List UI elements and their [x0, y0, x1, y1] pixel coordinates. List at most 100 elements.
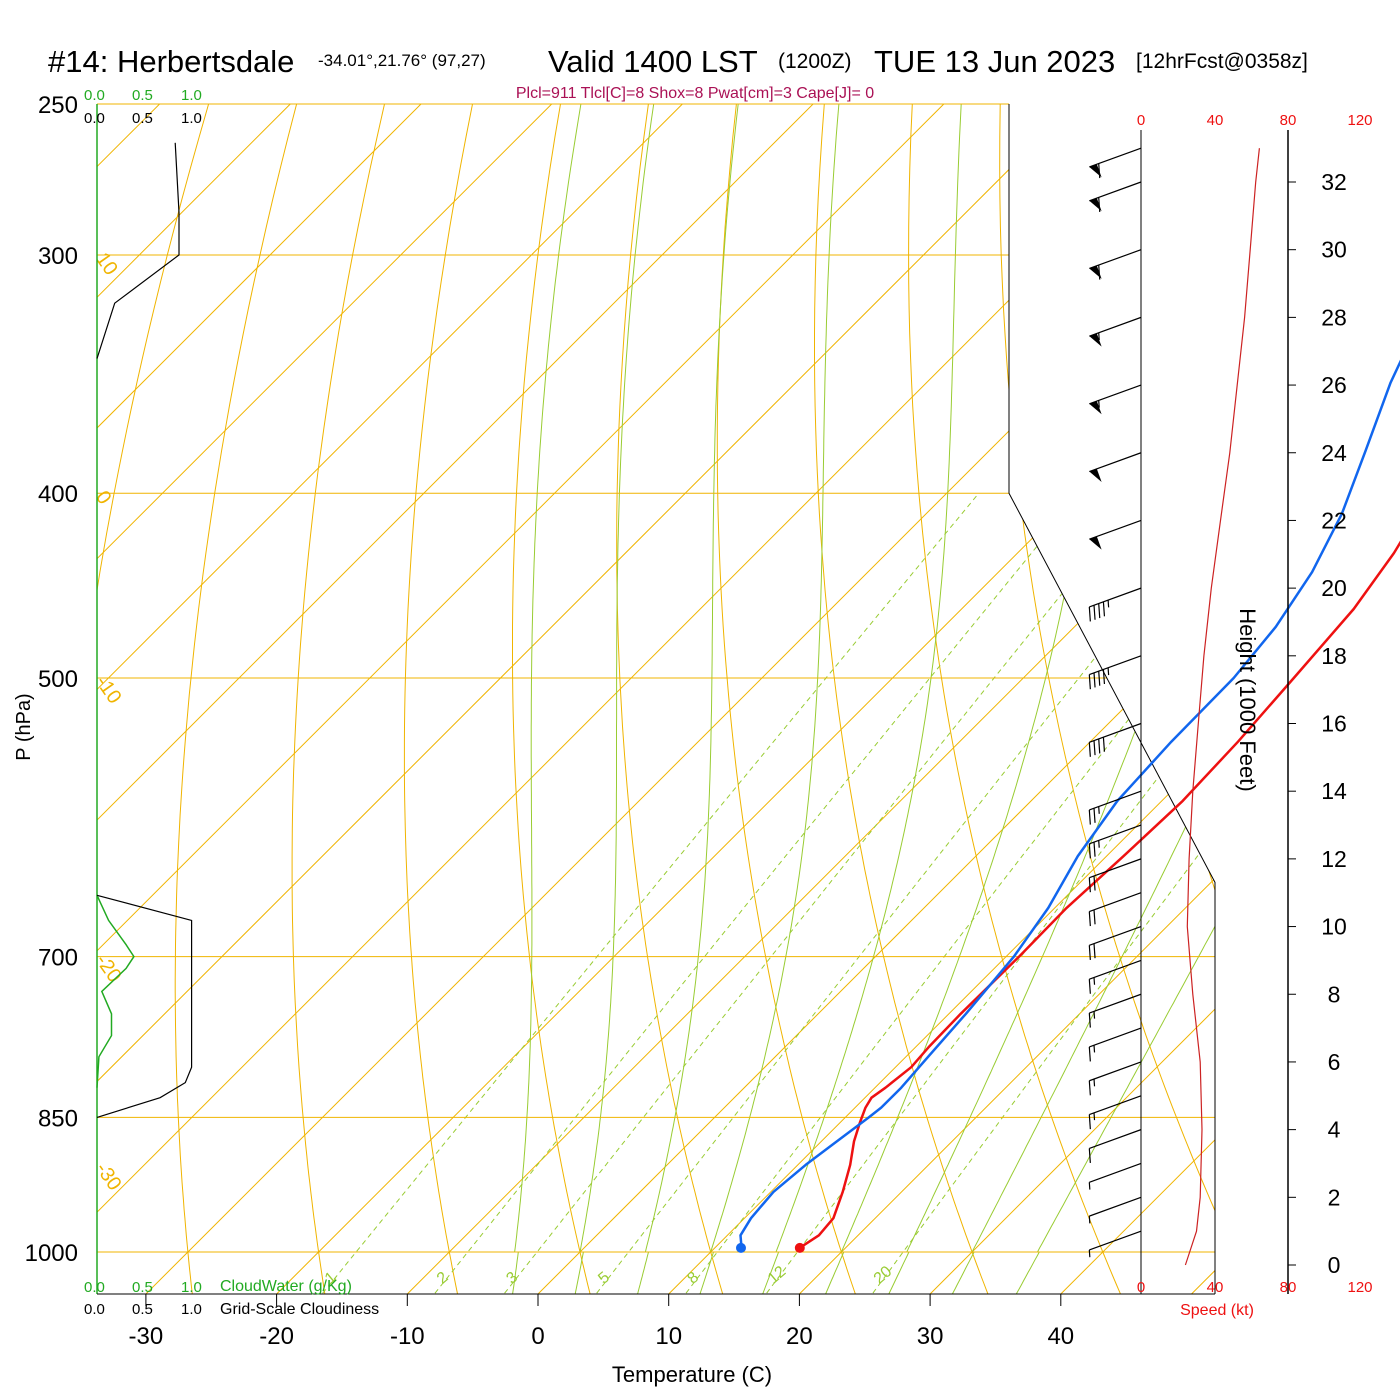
wind-barb-half-feather	[1098, 400, 1100, 408]
wind-barb-shaft	[1089, 1196, 1142, 1217]
isotherm-line	[406, 104, 1215, 1294]
dry-adiabat	[174, 104, 307, 1294]
cloud-panel	[96, 142, 193, 1118]
x-axis-label: Temperature (C)	[612, 1362, 772, 1387]
wind-barb-half-feather	[1098, 806, 1100, 814]
wind-barb-shaft	[1089, 249, 1142, 270]
isotherm-line	[97, 104, 814, 1294]
wind-barb-shaft	[1089, 722, 1142, 743]
wind-barb-feather	[1088, 674, 1091, 690]
height-axis-label: Height (1000 Feet)	[1235, 608, 1260, 791]
forecast-info: [12hrFcst@0358z]	[1136, 50, 1308, 73]
wind-barb-shaft	[1089, 147, 1142, 168]
wind-barb-shaft	[1089, 1061, 1142, 1082]
mixing-ratio-line	[590, 492, 1215, 1294]
wind-barb-shaft	[1089, 824, 1142, 845]
isotherm-label: 30	[1184, 792, 1215, 823]
wind-barb-half-feather	[1088, 1182, 1091, 1190]
wind-barb-feather	[1098, 197, 1101, 212]
wind-barb-feather	[1093, 605, 1096, 620]
wind-barb-half-feather	[1088, 1249, 1091, 1258]
wind-barb-half-feather	[1088, 1216, 1091, 1224]
cw-tick-top-2: 1.0	[181, 87, 202, 104]
cloudiness-label: Grid-Scale Cloudiness	[220, 1301, 379, 1318]
mixing-ratio-line	[680, 492, 1215, 1294]
height-tick-label: 18	[1321, 643, 1347, 669]
moist-adiabat	[508, 104, 582, 1294]
pressure-tick-label: 250	[38, 92, 78, 119]
dry-adiabat	[403, 104, 480, 1294]
cw-tick-bottom-0: 0.0	[84, 1279, 105, 1296]
isotherm-line	[276, 104, 1215, 1294]
speed-tick-top-2: 80	[1280, 112, 1297, 129]
wind-barb-feather	[1102, 737, 1106, 752]
wind-barb-shaft	[1089, 959, 1142, 980]
height-tick-label: 12	[1321, 846, 1347, 872]
wind-barb-half-feather	[1107, 667, 1110, 676]
wind-barb-feather	[1093, 672, 1096, 688]
isotherm-line	[97, 104, 683, 1294]
isotherm-line	[97, 104, 945, 1294]
x-tick-label: 0	[531, 1323, 544, 1350]
cl-tick-top-0: 0.0	[84, 110, 105, 127]
isotherm-line	[97, 104, 422, 1294]
isotherm-line	[799, 104, 1215, 1294]
height-tick-label: 0	[1328, 1252, 1341, 1278]
wind-barb-feather	[1088, 809, 1091, 825]
isotherm-line	[1191, 104, 1215, 1294]
wind-barb-feather	[1098, 265, 1101, 280]
mixing-ratio-line	[316, 492, 980, 1294]
wind-barb-feather	[1088, 1080, 1091, 1096]
isotherm-label: -10	[91, 672, 126, 708]
height-tick-label: 20	[1321, 575, 1347, 601]
dewpoint-surface-marker	[735, 1242, 746, 1253]
speed-tick-bottom-3: 120	[1347, 1279, 1372, 1296]
isotherm-line	[537, 104, 1215, 1294]
wind-barb-feather	[1093, 842, 1096, 857]
isotherm-label: -20	[91, 950, 126, 986]
isotherm-line	[1322, 104, 1400, 1294]
isotherm-label: 20	[1112, 655, 1143, 686]
height-tick-label: 8	[1328, 981, 1341, 1007]
isotherm-label: 10	[91, 249, 122, 280]
isotherm-line	[97, 104, 553, 1294]
x-tick-label: 40	[1047, 1323, 1074, 1350]
wind-barb-feather	[1093, 808, 1096, 823]
cw-tick-bottom-1: 0.5	[132, 1279, 153, 1296]
wind-barb-shaft	[1089, 892, 1142, 913]
wind-barb-pennant	[1089, 265, 1102, 279]
height-tick-label: 26	[1321, 372, 1347, 398]
wind-barb-feather	[1088, 1148, 1091, 1164]
cw-tick-top-0: 0.0	[84, 87, 105, 104]
speed-axis-label: Speed (kt)	[1180, 1302, 1254, 1319]
wind-barb-feather	[1102, 669, 1106, 685]
x-tick-label: 10	[655, 1323, 682, 1350]
height-tick-label: 22	[1321, 507, 1347, 533]
isotherm-label: 10	[1035, 511, 1066, 542]
wind-barb-pennant	[1089, 164, 1102, 178]
height-tick-label: 24	[1321, 440, 1347, 466]
dry-adiabat	[908, 104, 1131, 1294]
dry-adiabat	[291, 104, 393, 1294]
height-tick-label: 28	[1321, 304, 1347, 330]
cw-tick-bottom-2: 1.0	[181, 1279, 202, 1296]
mixing-ratio-line	[760, 492, 1215, 1294]
wind-barb-feather	[1088, 1013, 1091, 1028]
moist-adiabat	[877, 104, 1215, 1294]
speed-tick-bottom-0: 0	[1137, 1279, 1145, 1296]
wind-barb-feather	[1088, 1046, 1091, 1062]
wind-barb-shaft	[1089, 1129, 1142, 1149]
wind-barb-feather	[1093, 875, 1096, 891]
x-tick-label: -10	[390, 1323, 425, 1350]
wind-barb-feather	[1088, 1114, 1091, 1130]
wind-barb-shaft	[1089, 1095, 1142, 1116]
wind-barb-half-feather	[1093, 977, 1096, 985]
cl-tick-bottom-2: 1.0	[181, 1301, 202, 1318]
wind-barb-feather	[1088, 843, 1091, 859]
wind-barb-feather	[1098, 603, 1101, 619]
wind-barb-shaft	[1089, 181, 1142, 202]
